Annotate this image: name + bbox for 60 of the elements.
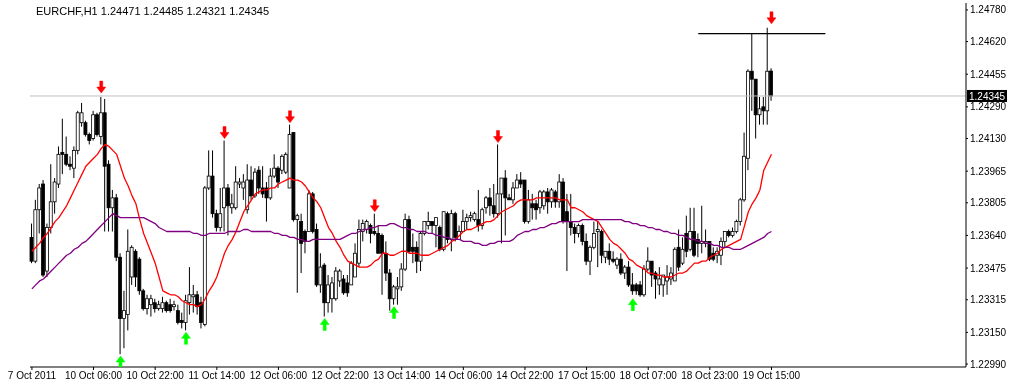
y-tick-label: 1.24130 [970,133,1007,145]
y-tick-label: 1.24620 [970,36,1007,48]
point [628,298,638,311]
candlestick [607,242,612,266]
y-tick-label: 1.23965 [970,165,1007,177]
y-tick-label: 1.23640 [970,230,1007,241]
candlestick [222,139,226,232]
x-tick-label: 10 Oct 22:00 [126,370,185,382]
candlestick [95,112,99,138]
point [96,80,107,94]
x-tick-label: 18 Oct 07:00 [619,370,678,382]
x-tick-label: 17 Oct 15:00 [557,370,616,382]
candlestick [430,221,434,234]
y-tick-label: 1.24780 [970,4,1007,16]
x-tick-label: 12 Oct 22:00 [311,370,370,382]
point [115,355,126,367]
candlestick [256,165,261,195]
line-series [31,213,773,290]
candlestick [665,264,669,296]
candlestick [175,304,180,325]
point [369,199,380,213]
candlestick [380,232,384,296]
point [389,306,399,319]
candlestick [91,110,96,141]
candlestick [253,167,257,199]
candlestick [149,294,153,318]
y-tick-label: 1.23315 [970,294,1007,306]
candlestick [595,221,600,268]
candlestick [145,294,149,316]
candlestick [530,193,535,221]
candlestick [511,181,515,205]
candlestick [434,217,438,248]
y-tick-label: 1.24290 [970,101,1007,113]
point [181,332,191,345]
y-tick-label: 1.23150 [970,326,1007,338]
x-tick-label: 10 Oct 06:00 [64,370,123,382]
candlestick [476,189,481,232]
y-tick-label: 1.23475 [970,262,1007,274]
x-tick-label: 7 Oct 2011 [7,370,57,382]
point [219,126,230,139]
x-tick-label: 11 Oct 14:00 [188,370,246,382]
point [285,110,295,123]
x-tick-label: 12 Oct 06:00 [249,370,308,382]
x-tick-label: 14 Oct 06:00 [434,370,493,382]
ref-line-label: 1.24345 [969,90,1006,102]
point [493,130,503,143]
x-tick-label: 13 Oct 14:00 [373,370,431,382]
point [319,318,330,331]
y-tick-label: 1.22990 [970,358,1007,370]
candlestick [260,165,265,199]
chart-title: EURCHF,H1 1.24471 1.24485 1.24321 1.24345 [36,5,270,17]
x-tick-label: 19 Oct 15:00 [742,370,801,382]
x-tick-label: 14 Oct 22:00 [496,370,555,382]
x-tick-label: 18 Oct 23:00 [681,370,739,382]
candlestick [191,284,196,314]
y-tick-label: 1.23805 [970,197,1007,209]
candlestick [692,207,696,258]
point [766,11,777,25]
y-tick-label: 1.24455 [970,68,1007,80]
candlestick [226,183,230,236]
